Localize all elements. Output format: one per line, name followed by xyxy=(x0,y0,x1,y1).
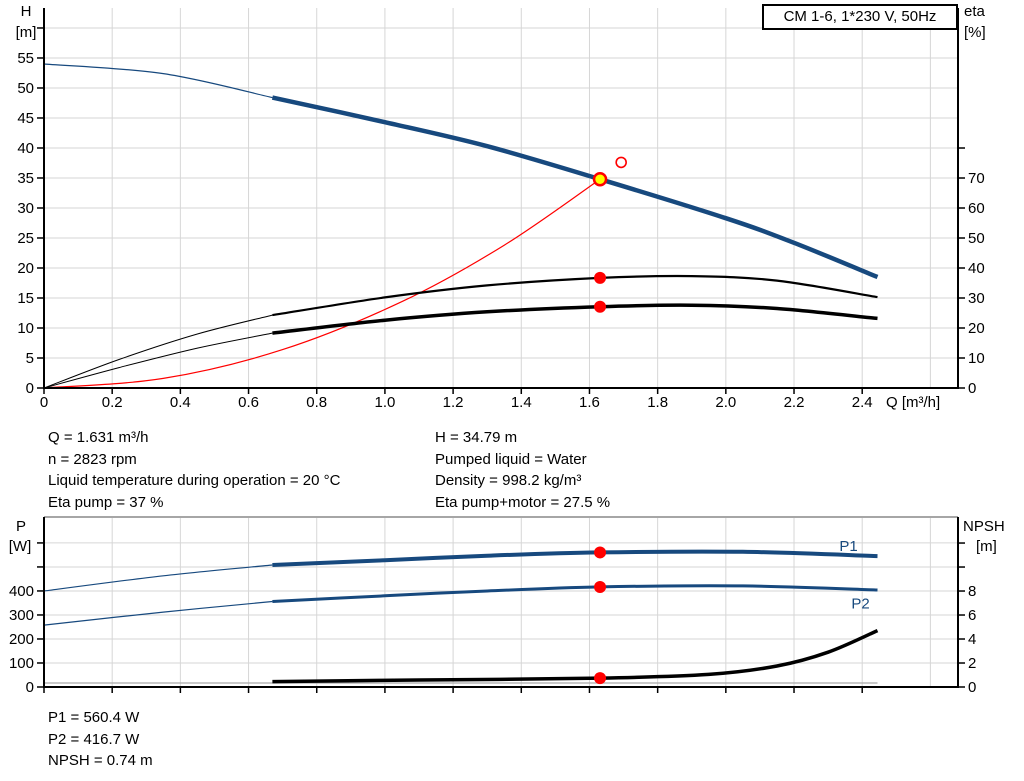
info-speed: n = 2823 rpm xyxy=(48,450,137,468)
q-axis-title: Q [m³/h] xyxy=(886,394,941,411)
y-left-tick-label: 50 xyxy=(17,80,34,97)
y-left-tick-label: 10 xyxy=(17,320,34,337)
p2-curve-extension xyxy=(43,600,273,626)
x-tick-label: 1.2 xyxy=(443,394,464,411)
info-npsh: NPSH = 0.74 m xyxy=(48,752,153,769)
eta-pump-extension xyxy=(43,314,273,389)
pump-model-title-box: CM 1-6, 1*230 V, 50Hz xyxy=(762,4,958,30)
eta-axis-title: eta xyxy=(964,3,985,20)
y-right-tick-label: 50 xyxy=(968,230,985,247)
x-tick-label: 0.8 xyxy=(306,394,327,411)
y-right-tick-label: 6 xyxy=(968,607,976,624)
y-left-tick-label: 35 xyxy=(17,170,34,187)
npsh-axis-unit: [m] xyxy=(976,538,997,555)
x-tick-label: 0.6 xyxy=(238,394,259,411)
eta-pump-motor-point xyxy=(594,300,607,313)
duty-point xyxy=(592,171,608,187)
y-left-tick-label: 25 xyxy=(17,230,34,247)
y-left-tick-label: 30 xyxy=(17,200,34,217)
y-right-tick-label: 60 xyxy=(968,200,985,217)
info-flow: Q = 1.631 m³/h xyxy=(48,429,149,446)
y-right-tick-label: 2 xyxy=(968,655,976,672)
y-left-tick-label: 100 xyxy=(9,655,34,672)
x-tick-label: 0.2 xyxy=(102,394,123,411)
npsh-point xyxy=(594,672,607,685)
x-tick-label: 1.4 xyxy=(511,394,532,411)
y-left-tick-label: 200 xyxy=(9,631,34,648)
eta-axis-unit: [%] xyxy=(964,24,986,41)
y-left-tick-label: 45 xyxy=(17,110,34,127)
y-left-tick-label: 300 xyxy=(9,607,34,624)
y-left-tick-label: 0 xyxy=(26,679,34,696)
info-p2: P2 = 416.7 W xyxy=(48,730,140,748)
y-left-tick-label: 55 xyxy=(17,50,34,67)
h-curve xyxy=(271,95,879,280)
y-left-tick-label: 400 xyxy=(9,583,34,600)
x-tick-label: 1.0 xyxy=(374,394,395,411)
info-p1: P1 = 560.4 W xyxy=(48,709,140,726)
y-right-tick-label: 10 xyxy=(968,350,985,367)
y-left-tick-label: 0 xyxy=(26,380,34,397)
y-right-tick-label: 0 xyxy=(968,380,976,397)
y-right-tick-label: 40 xyxy=(968,260,985,277)
x-tick-label: 2.0 xyxy=(715,394,736,411)
info-head: H = 34.79 m xyxy=(435,429,518,446)
power-info-column: P1 = 560.4 W P2 = 416.7 W NPSH = 0.74 m xyxy=(48,707,153,772)
eta-pump-point xyxy=(594,271,607,284)
y-right-tick-label: 20 xyxy=(968,320,985,337)
p2-curve-label: P2 xyxy=(851,595,869,612)
y-left-tick-label: 5 xyxy=(26,350,34,367)
p-axis-unit: [W] xyxy=(8,538,32,555)
y-left-tick-label: 40 xyxy=(17,140,34,157)
y-right-tick-label: 0 xyxy=(968,679,976,696)
duty-info-left-column: Q = 1.631 m³/h n = 2823 rpm Liquid tempe… xyxy=(48,427,340,513)
info-density: Density = 998.2 kg/m³ xyxy=(435,472,582,489)
y-left-tick-label: 20 xyxy=(17,260,34,277)
p1-curve-label: P1 xyxy=(839,538,857,555)
npsh-axis-title: NPSH xyxy=(963,518,1005,535)
x-tick-label: 0 xyxy=(40,394,48,411)
h-curve-extension xyxy=(43,63,273,99)
p1-point xyxy=(594,546,607,559)
p1-curve-extension xyxy=(43,564,273,592)
y-right-tick-label: 8 xyxy=(968,583,976,600)
info-liquid-temperature: Liquid temperature during operation = 20… xyxy=(48,472,341,489)
p-axis-title: P xyxy=(15,518,26,535)
info-pumped-liquid: Pumped liquid = Water xyxy=(435,450,587,468)
y-right-tick-label: 4 xyxy=(968,631,976,648)
info-eta-pump-motor: Eta pump+motor = 27.5 % xyxy=(435,493,611,511)
p2-point xyxy=(594,580,607,593)
p1-curve xyxy=(272,549,878,567)
p2-curve xyxy=(272,584,878,603)
npsh-curve xyxy=(272,628,879,684)
x-tick-label: 2.4 xyxy=(852,394,873,411)
h-axis-title: H xyxy=(20,3,32,20)
y-right-tick-label: 30 xyxy=(968,290,985,307)
x-tick-label: 1.6 xyxy=(579,394,600,411)
system-curve xyxy=(43,178,601,389)
y-right-tick-label: 70 xyxy=(968,170,985,187)
x-tick-label: 0.4 xyxy=(170,394,191,411)
h-axis-unit: [m] xyxy=(15,24,37,41)
eta-pump-motor-extension xyxy=(43,332,273,389)
info-eta-pump: Eta pump = 37 % xyxy=(48,493,164,511)
rated-duty-point xyxy=(615,156,627,169)
y-left-tick-label: 15 xyxy=(17,290,34,307)
x-tick-label: 2.2 xyxy=(784,394,805,411)
x-tick-label: 1.8 xyxy=(647,394,668,411)
duty-info-right-column: H = 34.79 m Pumped liquid = Water Densit… xyxy=(435,427,610,513)
